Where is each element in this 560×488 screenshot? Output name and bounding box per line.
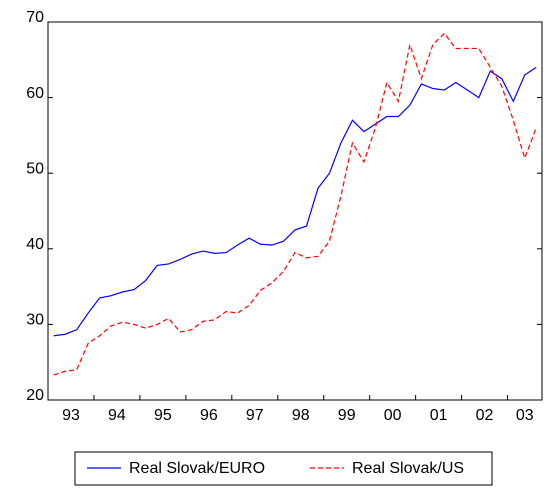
x-tick-label: 01 <box>430 407 448 424</box>
x-tick-label: 00 <box>384 407 402 424</box>
y-tick-label: 40 <box>26 236 44 253</box>
y-tick-label: 60 <box>26 85 44 102</box>
x-tick-label: 03 <box>516 407 534 424</box>
plot-frame <box>47 21 543 401</box>
legend-box <box>74 451 493 486</box>
legend-label: Real Slovak/US <box>352 460 464 477</box>
legend-label: Real Slovak/EURO <box>129 460 265 477</box>
x-tick-label: 99 <box>338 407 356 424</box>
series-line <box>53 32 537 376</box>
y-tick-label: 30 <box>26 312 44 329</box>
x-tick-label: 02 <box>476 407 494 424</box>
legend: Real Slovak/EURO Real Slovak/US <box>74 451 493 486</box>
series-line <box>53 66 537 337</box>
x-tick-label: 96 <box>200 407 218 424</box>
x-tick-label: 97 <box>246 407 264 424</box>
x-tick-label: 93 <box>62 407 80 424</box>
x-tick-label: 95 <box>154 407 172 424</box>
y-tick-label: 50 <box>26 160 44 177</box>
x-tick-label: 94 <box>108 407 126 424</box>
x-tick-label: 98 <box>292 407 310 424</box>
y-tick-label: 70 <box>26 9 44 26</box>
y-tick-label: 20 <box>26 387 44 404</box>
